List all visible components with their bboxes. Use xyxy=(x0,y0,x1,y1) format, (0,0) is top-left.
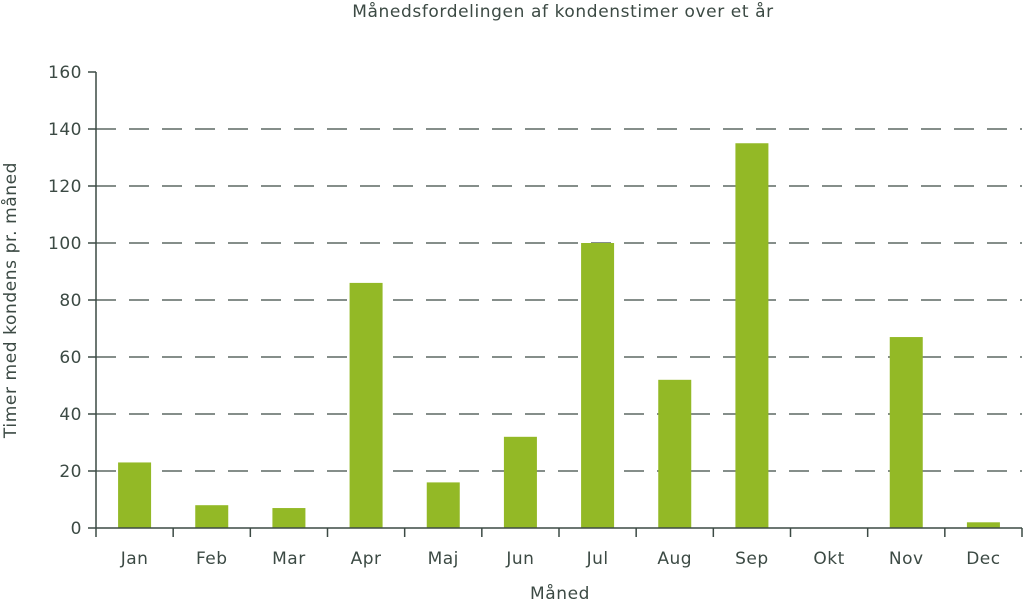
y-tick-label: 140 xyxy=(48,120,82,140)
x-tick-label: Sep xyxy=(735,549,769,569)
bar-jul xyxy=(581,243,615,528)
y-tick-label: 60 xyxy=(59,348,82,368)
y-tick-label: 160 xyxy=(48,63,82,83)
x-tick-label: Okt xyxy=(813,549,844,569)
x-tick-label: Nov xyxy=(889,549,924,569)
bar-jun xyxy=(503,436,537,528)
x-tick-label: Apr xyxy=(351,549,382,569)
bar-dec xyxy=(966,522,1000,528)
y-tick-label: 120 xyxy=(48,177,82,197)
gridlines xyxy=(96,128,1022,472)
bar-feb xyxy=(195,505,229,528)
x-tick-label: Feb xyxy=(196,549,228,569)
y-tick-label: 40 xyxy=(59,405,82,425)
y-tick-label: 80 xyxy=(59,291,82,311)
x-ticks: Jan Feb Mar Apr Maj Jun Jul Aug Sep Okt Nov Dec xyxy=(95,528,1023,569)
bar-nov xyxy=(889,337,923,528)
x-tick-label: Aug xyxy=(657,549,692,569)
y-axis-label: Timer med kondens pr. måned xyxy=(0,162,21,439)
x-tick-label: Jul xyxy=(586,549,609,569)
bar-apr xyxy=(349,282,383,528)
x-tick-label: Dec xyxy=(966,549,1000,569)
x-axis-label: Måned xyxy=(530,583,590,601)
x-tick-label: Jun xyxy=(505,549,534,569)
y-tick-label: 100 xyxy=(48,234,82,254)
x-tick-label: Mar xyxy=(272,549,306,569)
bar-jan xyxy=(118,462,152,528)
x-tick-label: Jan xyxy=(120,549,149,569)
bar-aug xyxy=(658,379,692,528)
x-tick-label: Maj xyxy=(428,549,459,569)
bar-mar xyxy=(272,508,306,528)
y-tick-label: 20 xyxy=(59,462,82,482)
y-tick-label: 0 xyxy=(71,519,82,539)
bar-maj xyxy=(426,482,460,528)
y-ticks: 0 20 40 60 80 100 120 140 160 xyxy=(48,63,96,539)
bar-sep xyxy=(735,143,769,528)
bars xyxy=(118,143,1000,528)
chart-title: Månedsfordelingen af kondenstimer over e… xyxy=(352,1,774,22)
